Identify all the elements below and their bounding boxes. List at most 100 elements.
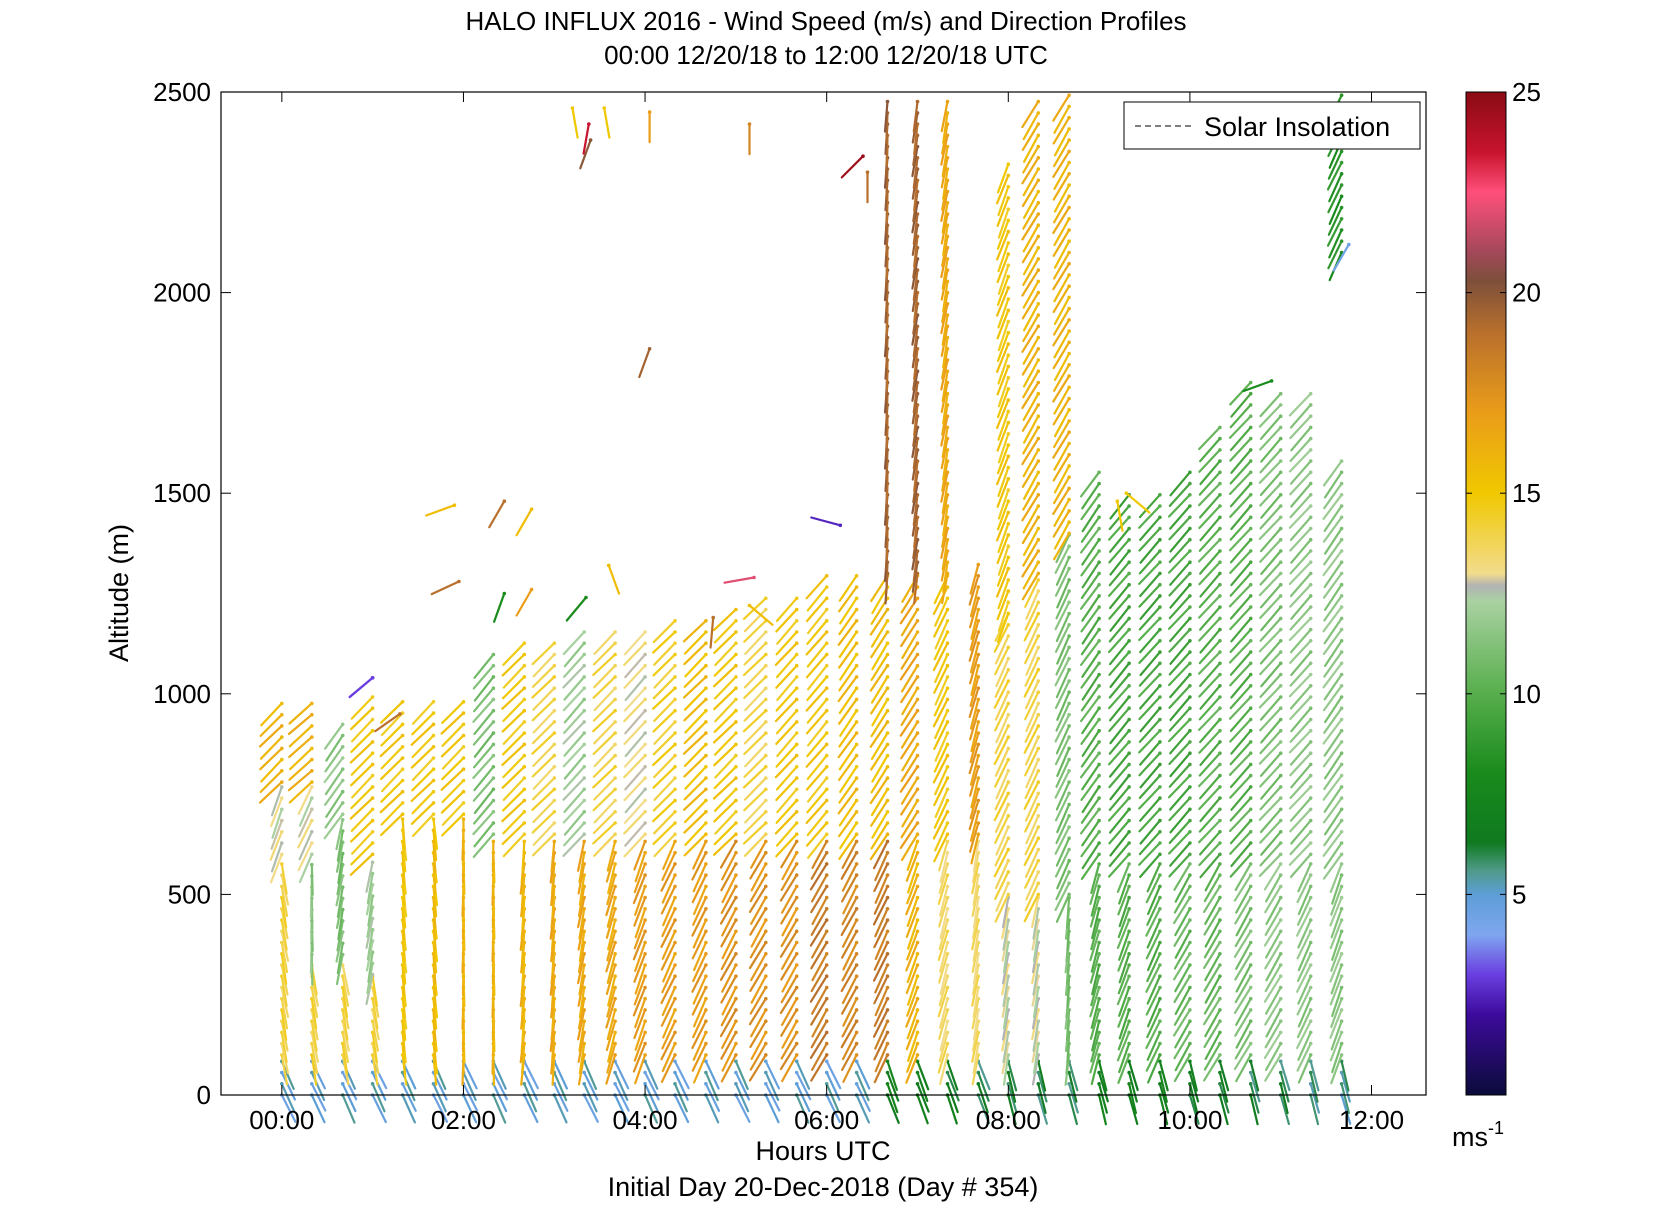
- wind-barb: [1168, 538, 1192, 564]
- wind-barb-head: [1067, 475, 1071, 480]
- wind-barb: [1108, 819, 1131, 845]
- wind-barb: [350, 785, 374, 810]
- wind-barb: [1024, 848, 1040, 879]
- wind-barb: [1296, 1042, 1312, 1072]
- wind-barb: [1204, 896, 1222, 925]
- wind-barb: [742, 709, 767, 733]
- wind-barb: [938, 997, 949, 1029]
- wind-barb-head: [1278, 684, 1283, 688]
- wind-barb: [298, 808, 313, 838]
- wind-barb: [532, 743, 556, 768]
- wind-barb-head: [945, 787, 950, 792]
- wind-barb-head: [734, 686, 738, 690]
- wind-barb-head: [764, 686, 768, 690]
- wind-barb: [1242, 379, 1273, 393]
- wind-barb-head: [854, 1019, 859, 1023]
- wind-barb-head: [824, 798, 829, 803]
- wind-barb: [1230, 448, 1252, 474]
- wind-barb: [1052, 251, 1071, 280]
- wind-barb-head: [461, 722, 466, 727]
- wind-barb-head: [824, 574, 829, 578]
- wind-barb: [779, 1042, 798, 1071]
- wind-barb-head: [1067, 858, 1071, 863]
- wind-barb: [713, 821, 738, 846]
- wind-barb: [743, 642, 767, 666]
- wind-barb: [1233, 930, 1252, 958]
- wind-barb-head: [1036, 963, 1041, 967]
- wind-barb-head: [1036, 279, 1041, 284]
- wind-barb: [941, 370, 949, 402]
- wind-barb: [1168, 594, 1192, 620]
- y-tick-label: 0: [197, 1080, 211, 1110]
- wind-barb: [775, 833, 798, 858]
- wind-barb-head: [1097, 1019, 1101, 1023]
- wind-barb-head: [673, 929, 677, 934]
- wind-barb: [1323, 561, 1343, 589]
- x-tick-label: 12:00: [1339, 1105, 1404, 1135]
- wind-barb: [1259, 392, 1282, 418]
- wind-barb-head: [1339, 1008, 1344, 1012]
- wind-barb: [1081, 707, 1101, 735]
- wind-barb-head: [1339, 481, 1344, 486]
- wind-barb-head: [1067, 295, 1071, 300]
- wind-barb: [488, 500, 506, 529]
- wind-barb: [473, 788, 495, 815]
- wind-barb: [1290, 426, 1312, 452]
- wind-barb: [1081, 819, 1101, 847]
- wind-barb-head: [734, 619, 738, 623]
- wind-barb: [1053, 217, 1071, 247]
- wind-barb: [341, 986, 349, 1019]
- wind-barb: [350, 763, 374, 787]
- wind-barb: [1323, 695, 1343, 724]
- wind-barb-head: [1218, 672, 1222, 677]
- wind-barb-head: [280, 1082, 284, 1086]
- wind-barb-head: [1067, 385, 1071, 390]
- wind-barb: [837, 585, 858, 613]
- wind-barb: [660, 885, 677, 915]
- wind-barb-head: [764, 895, 768, 900]
- wind-barb: [1022, 224, 1040, 253]
- wind-barb: [1258, 403, 1282, 428]
- wind-barb-head: [582, 720, 586, 724]
- wind-barb: [1198, 617, 1222, 642]
- wind-barb-head: [461, 767, 466, 771]
- wind-barb-head: [1006, 443, 1011, 447]
- wind-barb-head: [673, 810, 677, 814]
- wind-barb: [811, 1008, 828, 1038]
- wind-barb: [1288, 561, 1312, 586]
- wind-barb-head: [747, 603, 752, 608]
- wind-barb: [411, 790, 435, 815]
- wind-barb-head: [1218, 796, 1222, 800]
- wind-barb-head: [885, 810, 890, 814]
- wind-barb-head: [1158, 684, 1162, 688]
- wind-barb: [1052, 94, 1071, 122]
- wind-barb-head: [1278, 1059, 1283, 1064]
- wind-barb-head: [1188, 929, 1192, 934]
- wind-barb-head: [1127, 526, 1131, 531]
- wind-barb-head: [673, 1070, 677, 1075]
- wind-barb: [371, 975, 378, 1008]
- wind-barb-head: [1218, 852, 1222, 857]
- wind-barb: [1328, 228, 1343, 259]
- wind-barb-head: [461, 745, 466, 749]
- wind-barb: [995, 511, 1010, 542]
- wind-barb-head: [764, 641, 768, 645]
- wind-barb: [1229, 796, 1252, 822]
- wind-barb: [1022, 201, 1040, 230]
- wind-barb-head: [280, 841, 284, 845]
- wind-barb-head: [1158, 1059, 1162, 1064]
- wind-barb: [401, 1082, 417, 1112]
- wind-barb: [1169, 729, 1192, 755]
- wind-barb-head: [582, 821, 586, 825]
- wind-barb-head: [1127, 818, 1131, 823]
- wind-barb: [1198, 752, 1222, 777]
- wind-barb: [1001, 930, 1010, 962]
- wind-barb-head: [280, 796, 284, 800]
- wind-barb-head: [431, 801, 436, 805]
- wind-barb: [607, 1031, 617, 1063]
- wind-barb: [577, 918, 586, 951]
- wind-barb-head: [1124, 491, 1129, 496]
- wind-barb: [1202, 885, 1222, 914]
- wind-barb-head: [945, 630, 950, 634]
- wind-barb: [1297, 885, 1312, 916]
